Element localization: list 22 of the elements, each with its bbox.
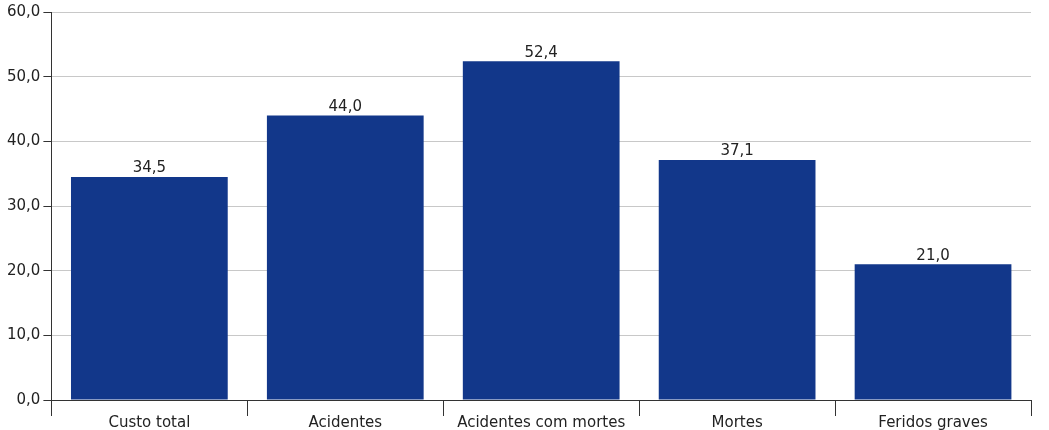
bar	[854, 264, 1012, 400]
x-tick-label: Acidentes com mortes	[457, 412, 626, 430]
bar	[266, 115, 424, 400]
bar	[462, 61, 620, 400]
y-tick-label: 20,0	[6, 260, 41, 279]
x-tick-label: Custo total	[108, 412, 191, 430]
y-tick-label: 30,0	[6, 195, 41, 214]
y-tick-label: 0,0	[16, 389, 41, 408]
y-tick-label: 40,0	[6, 131, 41, 150]
data-label: 21,0	[916, 245, 950, 264]
x-tick-label: Mortes	[711, 412, 763, 430]
bar	[658, 160, 816, 400]
x-tick-label: Feridos graves	[878, 412, 988, 430]
y-tick-label: 60,0	[6, 1, 41, 20]
data-label: 34,5	[132, 158, 167, 177]
bar	[70, 176, 228, 400]
x-tick-label: Acidentes	[308, 412, 383, 430]
data-label: 37,1	[720, 141, 754, 160]
data-label: 52,4	[524, 42, 558, 61]
y-tick-label: 50,0	[6, 66, 41, 85]
y-tick-label: 10,0	[6, 325, 41, 344]
data-label: 44,0	[328, 96, 362, 115]
